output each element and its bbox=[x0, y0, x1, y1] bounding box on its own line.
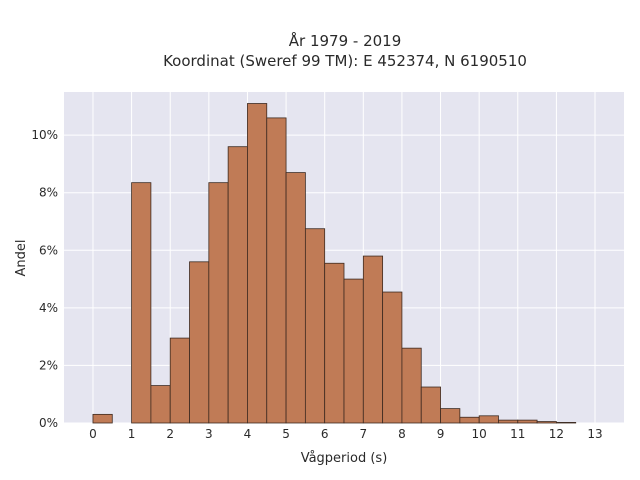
histogram-bar bbox=[208, 182, 229, 424]
histogram-bar bbox=[362, 255, 384, 424]
histogram-bar bbox=[556, 422, 577, 424]
x-tick-label: 13 bbox=[587, 427, 602, 441]
histogram-bar bbox=[285, 172, 306, 424]
histogram-bar bbox=[324, 262, 345, 424]
x-tick-label: 8 bbox=[398, 427, 406, 441]
histogram-bar bbox=[420, 386, 441, 424]
histogram-bar bbox=[92, 413, 113, 424]
x-tick-label: 6 bbox=[321, 427, 329, 441]
histogram-bar bbox=[227, 146, 248, 424]
x-tick-label: 1 bbox=[128, 427, 136, 441]
y-tick-label: 10% bbox=[31, 128, 58, 142]
x-tick-label: 11 bbox=[510, 427, 525, 441]
histogram-bar bbox=[343, 278, 364, 424]
y-tick-label: 4% bbox=[39, 301, 58, 315]
x-tick-label: 7 bbox=[359, 427, 367, 441]
histogram-bar bbox=[459, 416, 480, 424]
x-tick-label: 10 bbox=[472, 427, 487, 441]
x-tick-label: 3 bbox=[205, 427, 213, 441]
histogram-bar bbox=[266, 117, 287, 424]
x-tick-label: 5 bbox=[282, 427, 290, 441]
y-axis-label: Andel bbox=[14, 240, 29, 277]
x-tick-label: 9 bbox=[437, 427, 445, 441]
histogram-bar bbox=[498, 419, 519, 424]
histogram-bar bbox=[517, 419, 538, 424]
histogram-bar bbox=[382, 291, 403, 424]
x-tick-label: 2 bbox=[166, 427, 174, 441]
histogram-bar bbox=[304, 228, 326, 424]
x-tick-label: 0 bbox=[89, 427, 97, 441]
y-tick-label: 6% bbox=[39, 243, 58, 257]
histogram-bar bbox=[440, 408, 461, 424]
histogram-bar bbox=[131, 182, 152, 424]
histogram-bar bbox=[189, 261, 210, 424]
bar-layer bbox=[92, 103, 577, 424]
histogram-bar bbox=[401, 347, 422, 424]
histogram-bar bbox=[478, 415, 499, 424]
x-axis-label: Vågperiod (s) bbox=[301, 451, 388, 466]
y-tick-label: 2% bbox=[39, 358, 58, 372]
histogram-bar bbox=[169, 337, 190, 424]
chart-subtitle: Koordinat (Sweref 99 TM): E 452374, N 61… bbox=[163, 52, 527, 70]
chart-title: År 1979 - 2019 bbox=[289, 31, 402, 50]
x-tick-label: 12 bbox=[549, 427, 564, 441]
y-tick-label: 0% bbox=[39, 416, 58, 430]
histogram-bar bbox=[536, 421, 557, 424]
tick-layer: 0 1 2 3 4 5 6 7 8 9 10 11 12 130%2%4%6%8%10% bbox=[31, 128, 602, 441]
histogram-bar bbox=[150, 385, 171, 424]
histogram-bar bbox=[247, 103, 268, 424]
x-tick-label: 4 bbox=[244, 427, 252, 441]
y-tick-label: 8% bbox=[39, 186, 58, 200]
